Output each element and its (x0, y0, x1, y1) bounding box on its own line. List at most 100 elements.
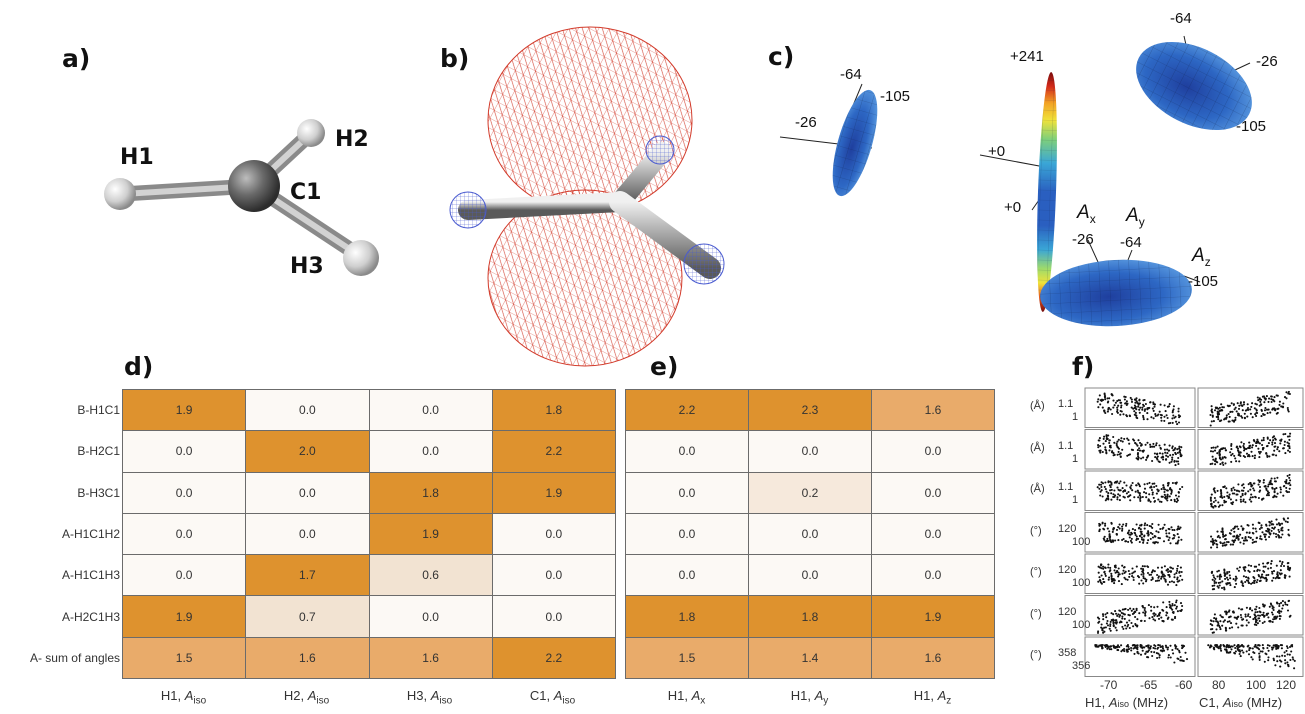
scatter-point (1138, 535, 1142, 538)
scatter-point (1247, 483, 1250, 486)
scatter-point (1109, 624, 1112, 628)
scatter-point (1266, 646, 1269, 650)
scatter-point (1109, 408, 1112, 411)
scatter-point (1218, 575, 1221, 579)
scatter-point (1100, 398, 1104, 401)
scatter-point (1273, 644, 1276, 647)
scatter-point (1262, 576, 1265, 579)
scatter-point (1160, 571, 1163, 574)
scatter-point (1225, 487, 1228, 490)
scatter-point (1134, 401, 1137, 404)
scatter-point (1221, 456, 1224, 459)
scatter-point (1104, 626, 1107, 629)
scatter-point (1135, 443, 1138, 446)
scatter-point (1169, 542, 1172, 545)
scatter-point (1227, 644, 1231, 647)
scatter-point (1148, 617, 1151, 620)
scatter-point (1108, 570, 1111, 573)
scatter-y-tick: 1.1 (1058, 439, 1074, 452)
scatter-point (1118, 499, 1121, 502)
scatter-point (1245, 606, 1248, 609)
scatter-point (1258, 655, 1261, 658)
scatter-point (1283, 443, 1286, 447)
scatter-point (1096, 631, 1100, 634)
scatter-point (1166, 405, 1169, 408)
scatter-point (1230, 443, 1233, 446)
scatter-y-tick: 358 (1058, 647, 1077, 659)
scatter-point (1170, 499, 1173, 502)
scatter-point (1171, 446, 1174, 450)
scatter-point (1151, 459, 1154, 463)
scatter-point (1175, 601, 1178, 604)
scatter-point (1176, 567, 1179, 570)
scatter-point (1287, 410, 1290, 413)
scatter-point (1260, 415, 1263, 418)
scatter-subplot-frame (1084, 636, 1196, 677)
scatter-point (1137, 491, 1140, 494)
scatter-point (1165, 458, 1168, 461)
scatter-point (1275, 518, 1278, 521)
scatter-point (1223, 456, 1226, 459)
scatter-point (1164, 410, 1167, 413)
scatter-subplot-frame (1084, 595, 1196, 636)
scatter-point (1269, 532, 1272, 535)
scatter-point (1101, 482, 1105, 485)
scatter-point (1276, 448, 1279, 451)
scatter-point (1136, 449, 1139, 452)
scatter-point (1104, 448, 1107, 451)
scatter-point (1287, 528, 1290, 531)
heat-cell: 1.8 (491, 388, 617, 432)
scatter-point (1234, 646, 1237, 650)
scatter-point (1141, 565, 1144, 568)
scatter-point (1247, 446, 1250, 450)
scatter-point (1216, 570, 1219, 573)
scatter-point (1174, 647, 1177, 650)
scatter-point (1163, 565, 1166, 568)
scatter-point (1242, 498, 1245, 501)
scatter-point (1282, 494, 1285, 497)
scatter-point (1266, 490, 1269, 493)
scatter-point (1171, 417, 1174, 420)
scatter-point (1262, 562, 1265, 565)
scatter-point (1258, 563, 1261, 566)
scatter-point (1138, 441, 1142, 444)
scatter-point (1247, 569, 1250, 572)
scatter-point (1285, 486, 1288, 489)
scatter-point (1121, 572, 1124, 575)
scatter-point (1216, 575, 1219, 578)
scatter-point (1258, 580, 1261, 583)
heat-cell: 0.7 (245, 595, 370, 638)
scatter-point (1262, 479, 1265, 482)
scatter-point (1112, 527, 1115, 530)
scatter-point (1137, 455, 1140, 458)
scatter-point (1142, 569, 1145, 572)
scatter-point (1149, 401, 1152, 404)
tensor-ellipsoid-carbon (979, 72, 1057, 312)
scatter-point (1127, 623, 1130, 626)
scatter-point (1135, 457, 1138, 460)
scatter-point (1228, 570, 1231, 573)
scatter-point (1221, 496, 1224, 499)
scatter-point (1243, 449, 1246, 452)
scatter-point (1171, 481, 1174, 485)
scatter-point (1100, 644, 1103, 647)
scatter-point (1115, 444, 1118, 447)
scatter-point (1119, 409, 1122, 413)
scatter-point (1121, 529, 1124, 532)
scatter-point (1215, 581, 1218, 584)
scatter-point (1108, 530, 1111, 533)
scatter-point (1178, 488, 1182, 491)
scatter-point (1257, 450, 1261, 453)
scatter-point (1240, 616, 1243, 619)
scatter-point (1229, 451, 1232, 454)
scatter-point (1136, 489, 1139, 492)
row-label: A- sum of angles (29, 651, 120, 665)
scatter-point (1100, 567, 1103, 570)
scatter-point (1122, 413, 1125, 416)
scatter-point (1251, 581, 1254, 584)
scatter-point (1212, 500, 1215, 504)
scatter-point (1284, 452, 1287, 455)
scatter-point (1275, 535, 1278, 538)
scatter-point (1210, 571, 1213, 575)
tensor-br-label-x: -26 (1072, 231, 1094, 248)
